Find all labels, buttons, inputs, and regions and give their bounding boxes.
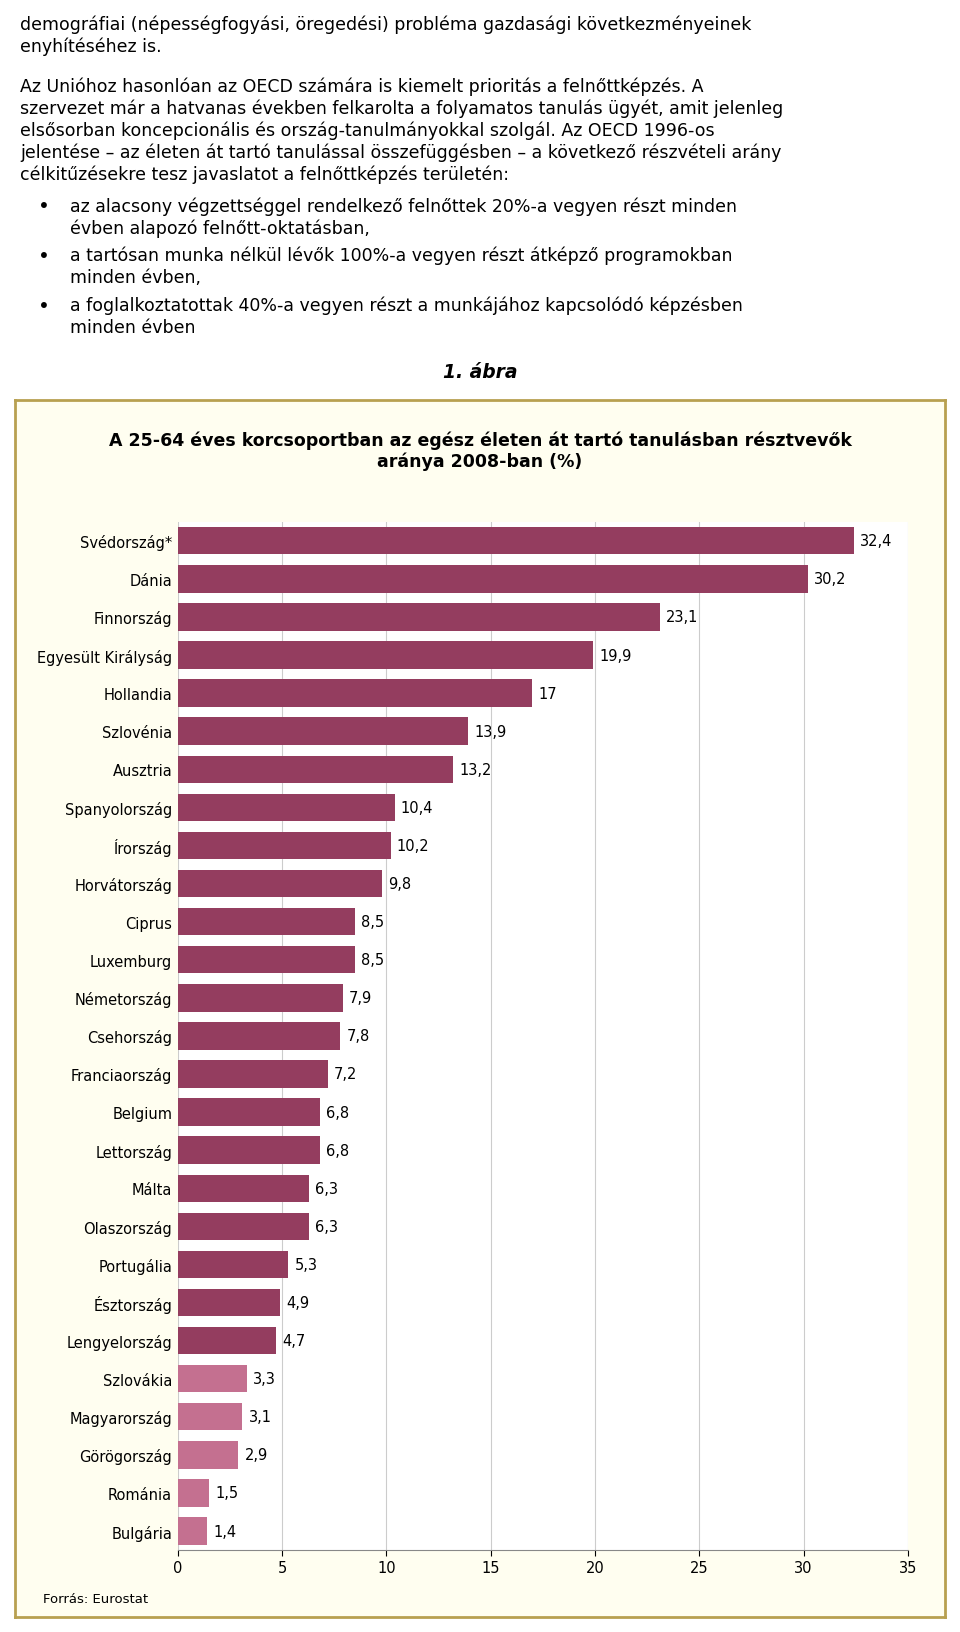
Text: 9,8: 9,8 — [389, 876, 412, 891]
Text: 10,4: 10,4 — [401, 800, 433, 816]
Text: célkitűzésekre tesz javaslatot a felnőttképzés területén:: célkitűzésekre tesz javaslatot a felnőtt… — [20, 165, 509, 183]
Text: demográfiai (népességfogyási, öregedési) probléma gazdasági következményeinek: demográfiai (népességfogyási, öregedési)… — [20, 15, 752, 34]
Text: 1,5: 1,5 — [215, 1485, 238, 1500]
Bar — [178, 756, 453, 783]
Bar — [178, 1441, 238, 1469]
Text: 2,9: 2,9 — [245, 1448, 268, 1462]
Text: szervezet már a hatvanas években felkarolta a folyamatos tanulás ügyét, amit jel: szervezet már a hatvanas években felkaro… — [20, 100, 783, 118]
Text: 13,2: 13,2 — [459, 762, 492, 777]
Text: 6,8: 6,8 — [325, 1105, 349, 1120]
Bar — [178, 604, 660, 632]
Bar — [178, 1213, 309, 1240]
Bar — [178, 1098, 320, 1126]
Text: évben alapozó felnőtt-oktatásban,: évben alapozó felnőtt-oktatásban, — [70, 219, 370, 237]
Bar — [178, 795, 395, 821]
Bar — [178, 527, 853, 555]
Text: 8,5: 8,5 — [361, 953, 384, 968]
Bar — [178, 1252, 288, 1278]
Text: •: • — [38, 197, 50, 215]
Bar — [178, 566, 807, 592]
Text: 8,5: 8,5 — [361, 914, 384, 930]
Text: 23,1: 23,1 — [666, 610, 698, 625]
Bar — [178, 832, 391, 860]
Bar — [178, 1061, 328, 1089]
Bar — [178, 870, 382, 898]
Bar — [178, 1518, 207, 1546]
Bar — [178, 947, 355, 974]
Text: jelentése – az életen át tartó tanulással összefüggésben – a következő részvétel: jelentése – az életen át tartó tanulássa… — [20, 144, 781, 162]
Text: 6,3: 6,3 — [316, 1182, 339, 1196]
Text: A 25-64 éves korcsoportban az egész életen át tartó tanulásban résztvevők
aránya: A 25-64 éves korcsoportban az egész élet… — [108, 431, 852, 472]
Text: 7,9: 7,9 — [348, 991, 372, 1005]
Text: 32,4: 32,4 — [860, 534, 892, 548]
Text: a tartósan munka nélkül lévők 100%-a vegyen részt átképző programokban: a tartósan munka nélkül lévők 100%-a veg… — [70, 246, 732, 266]
Text: minden évben: minden évben — [70, 318, 196, 336]
Text: 7,2: 7,2 — [334, 1067, 357, 1082]
Text: 30,2: 30,2 — [814, 571, 847, 588]
Bar — [178, 984, 343, 1012]
Text: 5,3: 5,3 — [295, 1257, 318, 1271]
Bar — [178, 641, 593, 669]
Text: 4,9: 4,9 — [286, 1296, 309, 1310]
Text: enyhítéséhez is.: enyhítéséhez is. — [20, 38, 161, 55]
Text: 10,2: 10,2 — [396, 839, 429, 854]
Text: az alacsony végzettséggel rendelkező felnőttek 20%-a vegyen részt minden: az alacsony végzettséggel rendelkező fel… — [70, 197, 737, 215]
Bar — [178, 1479, 209, 1506]
Text: 13,9: 13,9 — [474, 725, 506, 739]
Text: 17: 17 — [539, 685, 557, 702]
Text: elsősorban koncepcionális és ország-tanulmányokkal szolgál. Az OECD 1996-os: elsősorban koncepcionális és ország-tanu… — [20, 121, 714, 139]
Bar — [178, 909, 355, 935]
Text: 3,3: 3,3 — [252, 1371, 276, 1386]
Text: •: • — [38, 246, 50, 266]
Bar — [178, 1175, 309, 1203]
Text: 19,9: 19,9 — [599, 648, 632, 663]
Bar — [178, 1364, 247, 1392]
Text: 6,8: 6,8 — [325, 1142, 349, 1159]
Text: 1,4: 1,4 — [213, 1524, 236, 1539]
Bar — [178, 1023, 341, 1049]
Text: 7,8: 7,8 — [347, 1028, 370, 1044]
Bar — [178, 681, 533, 707]
Bar — [178, 718, 468, 746]
Bar — [178, 1289, 280, 1317]
Text: •: • — [38, 297, 50, 317]
Bar — [178, 1138, 320, 1164]
Text: Az Unióhoz hasonlóan az OECD számára is kiemelt prioritás a felnőttképzés. A: Az Unióhoz hasonlóan az OECD számára is … — [20, 77, 704, 95]
Text: minden évben,: minden évben, — [70, 269, 201, 287]
Text: 3,1: 3,1 — [249, 1410, 272, 1425]
Bar — [178, 1404, 243, 1431]
Text: 1. ábra: 1. ábra — [443, 362, 517, 382]
Text: Forrás: Eurostat: Forrás: Eurostat — [43, 1591, 148, 1604]
Bar — [178, 1327, 276, 1355]
Text: 4,7: 4,7 — [282, 1333, 305, 1348]
Text: a foglalkoztatottak 40%-a vegyen részt a munkájához kapcsolódó képzésben: a foglalkoztatottak 40%-a vegyen részt a… — [70, 297, 743, 315]
Text: 6,3: 6,3 — [316, 1219, 339, 1234]
